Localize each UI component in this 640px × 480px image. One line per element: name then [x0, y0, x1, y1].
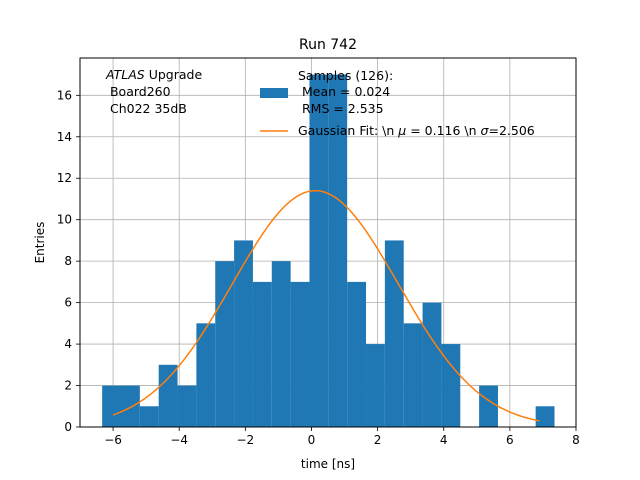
y-tick-label: 14: [57, 130, 72, 144]
histogram-bar: [441, 344, 461, 427]
histogram-bar: [252, 281, 272, 427]
x-tick-label: −4: [170, 433, 188, 447]
legend-fit-middle: = 0.116 \n: [406, 123, 480, 138]
annotation-upgrade: Upgrade: [145, 67, 203, 82]
gaussian-fit-curve: [112, 189, 540, 422]
y-tick-label: 8: [64, 254, 72, 268]
annotation-line-1: ATLAS Upgrade: [105, 67, 202, 82]
histogram-bar: [121, 385, 140, 427]
annotation-atlas: ATLAS: [105, 67, 145, 82]
histogram-bar: [403, 323, 423, 427]
histogram-bar: [196, 323, 216, 427]
y-tick-label: 16: [57, 88, 72, 102]
histogram-bar: [535, 406, 555, 427]
histogram-bar: [366, 344, 385, 427]
bar-layer: [102, 74, 555, 428]
legend: Samples (126): Mean = 0.024 RMS = 2.535 …: [260, 68, 535, 138]
histogram-bar: [328, 74, 348, 428]
x-axis-label: time [ns]: [301, 457, 355, 471]
y-tick-label: 10: [57, 213, 72, 227]
fit-layer: [112, 189, 540, 422]
histogram-bar: [102, 385, 122, 427]
annotation-line-3: Ch022 35dB: [106, 101, 187, 116]
histogram-bar: [177, 385, 197, 427]
y-tick-label: 0: [64, 420, 72, 434]
x-tick-label: 2: [374, 433, 382, 447]
histogram-bar: [234, 240, 253, 427]
legend-samples-patch: [260, 88, 288, 98]
x-tick-label: 4: [440, 433, 448, 447]
histogram-bar: [158, 364, 178, 427]
legend-fit-prefix: Gaussian Fit: \n: [298, 123, 398, 138]
legend-fit-sigma: σ: [481, 123, 490, 138]
histogram-bar: [309, 74, 329, 428]
x-tick-label: 0: [308, 433, 316, 447]
atlas-annotation: ATLAS Upgrade Board260 Ch022 35dB: [105, 67, 202, 116]
legend-samples-line-2: Mean = 0.024: [298, 84, 390, 99]
y-tick-label: 2: [64, 379, 72, 393]
legend-samples-line-3: RMS = 2.535: [298, 101, 384, 116]
histogram-bar: [422, 302, 442, 427]
histogram-bar: [347, 281, 367, 427]
legend-fit-mu: μ: [397, 123, 406, 138]
histogram-bar: [139, 406, 159, 427]
y-tick-label: 12: [57, 171, 72, 185]
x-tick-label: −2: [236, 433, 254, 447]
legend-fit-label: Gaussian Fit: \n μ = 0.116 \n σ=2.506: [298, 123, 535, 138]
plot-frame: [79, 57, 577, 428]
legend-samples-line-1: Samples (126):: [298, 68, 393, 83]
histogram-bar: [290, 281, 310, 427]
chart-title: Run 742: [299, 37, 357, 53]
x-tick-label: −6: [104, 433, 122, 447]
y-axis-label: Entries: [33, 222, 47, 264]
y-tick-label: 6: [64, 296, 72, 310]
histogram-bar: [384, 240, 404, 427]
tick-layer: −6 −4 −2 0 2 4 6 8 0 2 4 6 8 10 12 14 16: [57, 88, 580, 447]
legend-fit-suffix: =2.506: [488, 123, 534, 138]
x-tick-label: 6: [506, 433, 514, 447]
annotation-line-2: Board260: [106, 84, 171, 99]
histogram-bar: [215, 261, 235, 427]
histogram-bar: [479, 385, 498, 427]
x-tick-label: 8: [572, 433, 580, 447]
y-tick-label: 4: [64, 337, 72, 351]
histogram-bar: [271, 261, 291, 427]
